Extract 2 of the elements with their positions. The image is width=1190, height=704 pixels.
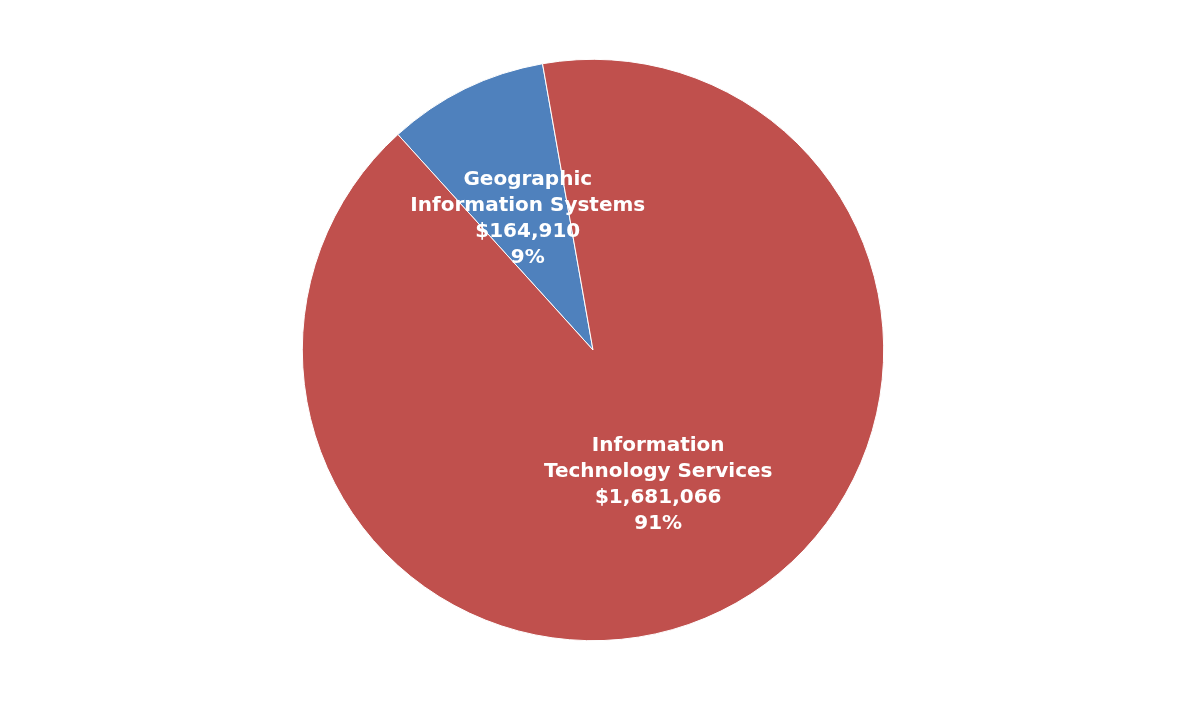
data-label: $1,681,066 91% (594, 484, 722, 535)
slice-label: Information Technology Services (543, 432, 773, 483)
